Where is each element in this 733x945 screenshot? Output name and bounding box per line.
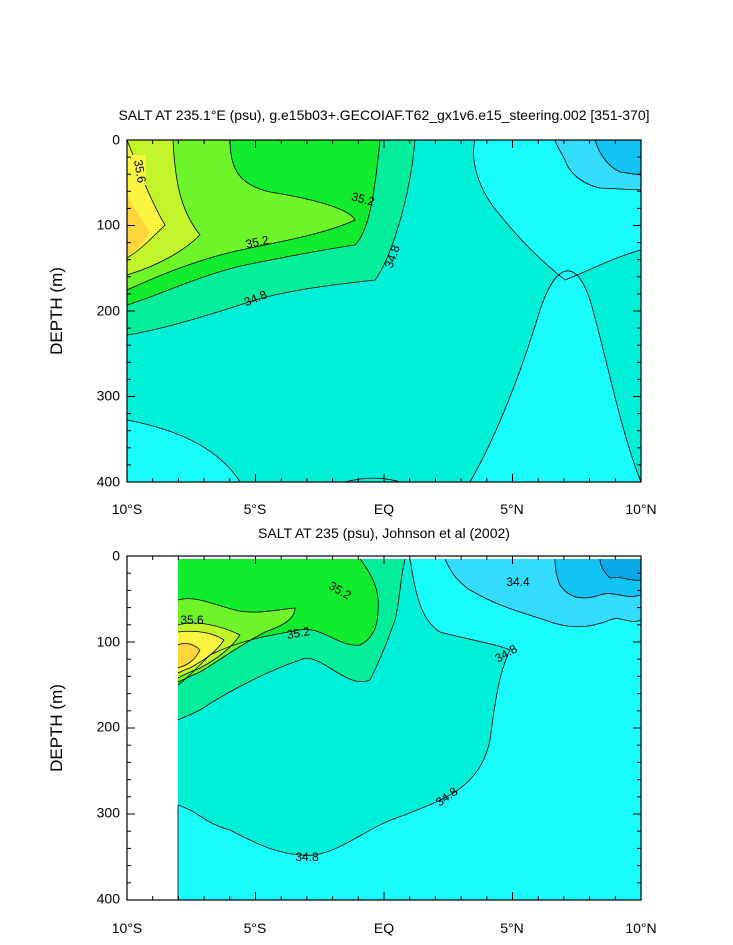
contour-line [177, 598, 296, 683]
x-tick-label: 10°S [112, 501, 143, 517]
contour-line [177, 642, 201, 669]
x-tick-label: 5°N [500, 920, 524, 936]
contour-line [554, 139, 642, 191]
contour-line [444, 558, 642, 628]
contour-line [344, 477, 401, 483]
x-tick-label: EQ [374, 501, 394, 517]
contour-label: 34.8 [295, 850, 319, 864]
contour-lines-bottom [177, 558, 642, 900]
contour-line [594, 139, 642, 176]
x-tick-label: 5°N [500, 501, 524, 517]
y-axis-label: DEPTH (m) [47, 684, 66, 772]
y-axis-label: DEPTH (m) [47, 267, 66, 355]
contour-label: 34.4 [506, 575, 530, 589]
fill-34_0 [600, 559, 641, 581]
fill-35_4 [127, 140, 355, 290]
contour-line [177, 649, 511, 856]
panel-bottom: SALT AT 235 (psu), Johnson et al (2002) [47, 525, 657, 936]
x-tick-label: 5°S [244, 501, 267, 517]
y-tick-label: 200 [97, 719, 121, 735]
contour-line [126, 419, 241, 483]
panel-top-title: SALT AT 235.1°E (psu), g.e15b03+.GECOIAF… [118, 107, 649, 123]
y-tick-label: 0 [112, 548, 120, 564]
contour-line [554, 558, 642, 599]
contour-label-bg [128, 155, 146, 185]
y-tick-label: 400 [97, 891, 121, 907]
panel-bottom-title: SALT AT 235 (psu), Johnson et al (2002) [258, 525, 510, 541]
contour-line [126, 139, 356, 291]
x-tick-label: EQ [374, 920, 394, 936]
fill-36_0 [127, 195, 150, 256]
y-tick-label: 200 [97, 303, 121, 319]
ticks-bottom [126, 555, 642, 901]
contour-label: 35.2 [286, 624, 312, 642]
contour-label: 35.6 [131, 159, 149, 185]
contour-line [469, 270, 642, 483]
contour-label: 35.2 [244, 233, 270, 252]
contour-label: 35.2 [350, 189, 376, 209]
panel-top: SALT AT 235.1°E (psu), g.e15b03+.GECOIAF… [47, 107, 657, 517]
contour-line [473, 139, 642, 281]
fill-34_6-bottom-left [127, 420, 240, 482]
contour-line [177, 630, 225, 674]
contour-line [177, 558, 406, 721]
y-tick-label: 300 [97, 388, 121, 404]
contour-line [177, 622, 241, 679]
contour-label: 35.6 [180, 613, 204, 627]
contour-lines-top [126, 139, 642, 483]
contour-line [126, 139, 381, 306]
y-tick-label: 400 [97, 474, 121, 490]
fill-34_6-dome [470, 270, 641, 482]
x-tick-label: 5°S [244, 920, 267, 936]
ticks-top [126, 139, 642, 483]
fill-36_0 [178, 643, 200, 668]
x-tick-label: 10°N [625, 501, 656, 517]
y-tick-label: 100 [97, 634, 121, 650]
y-tick-label: 100 [97, 217, 121, 233]
x-tick-label: 10°S [112, 920, 143, 936]
fill-34_2 [595, 140, 641, 175]
contour-line [599, 558, 642, 581]
x-tick-label: 10°N [625, 920, 656, 936]
contour-line [126, 139, 416, 336]
y-tick-label: 300 [97, 805, 121, 821]
contour-line [126, 139, 201, 276]
contour-line [409, 558, 511, 651]
y-tick-label: 0 [112, 132, 120, 148]
no-data-strip [128, 559, 178, 900]
